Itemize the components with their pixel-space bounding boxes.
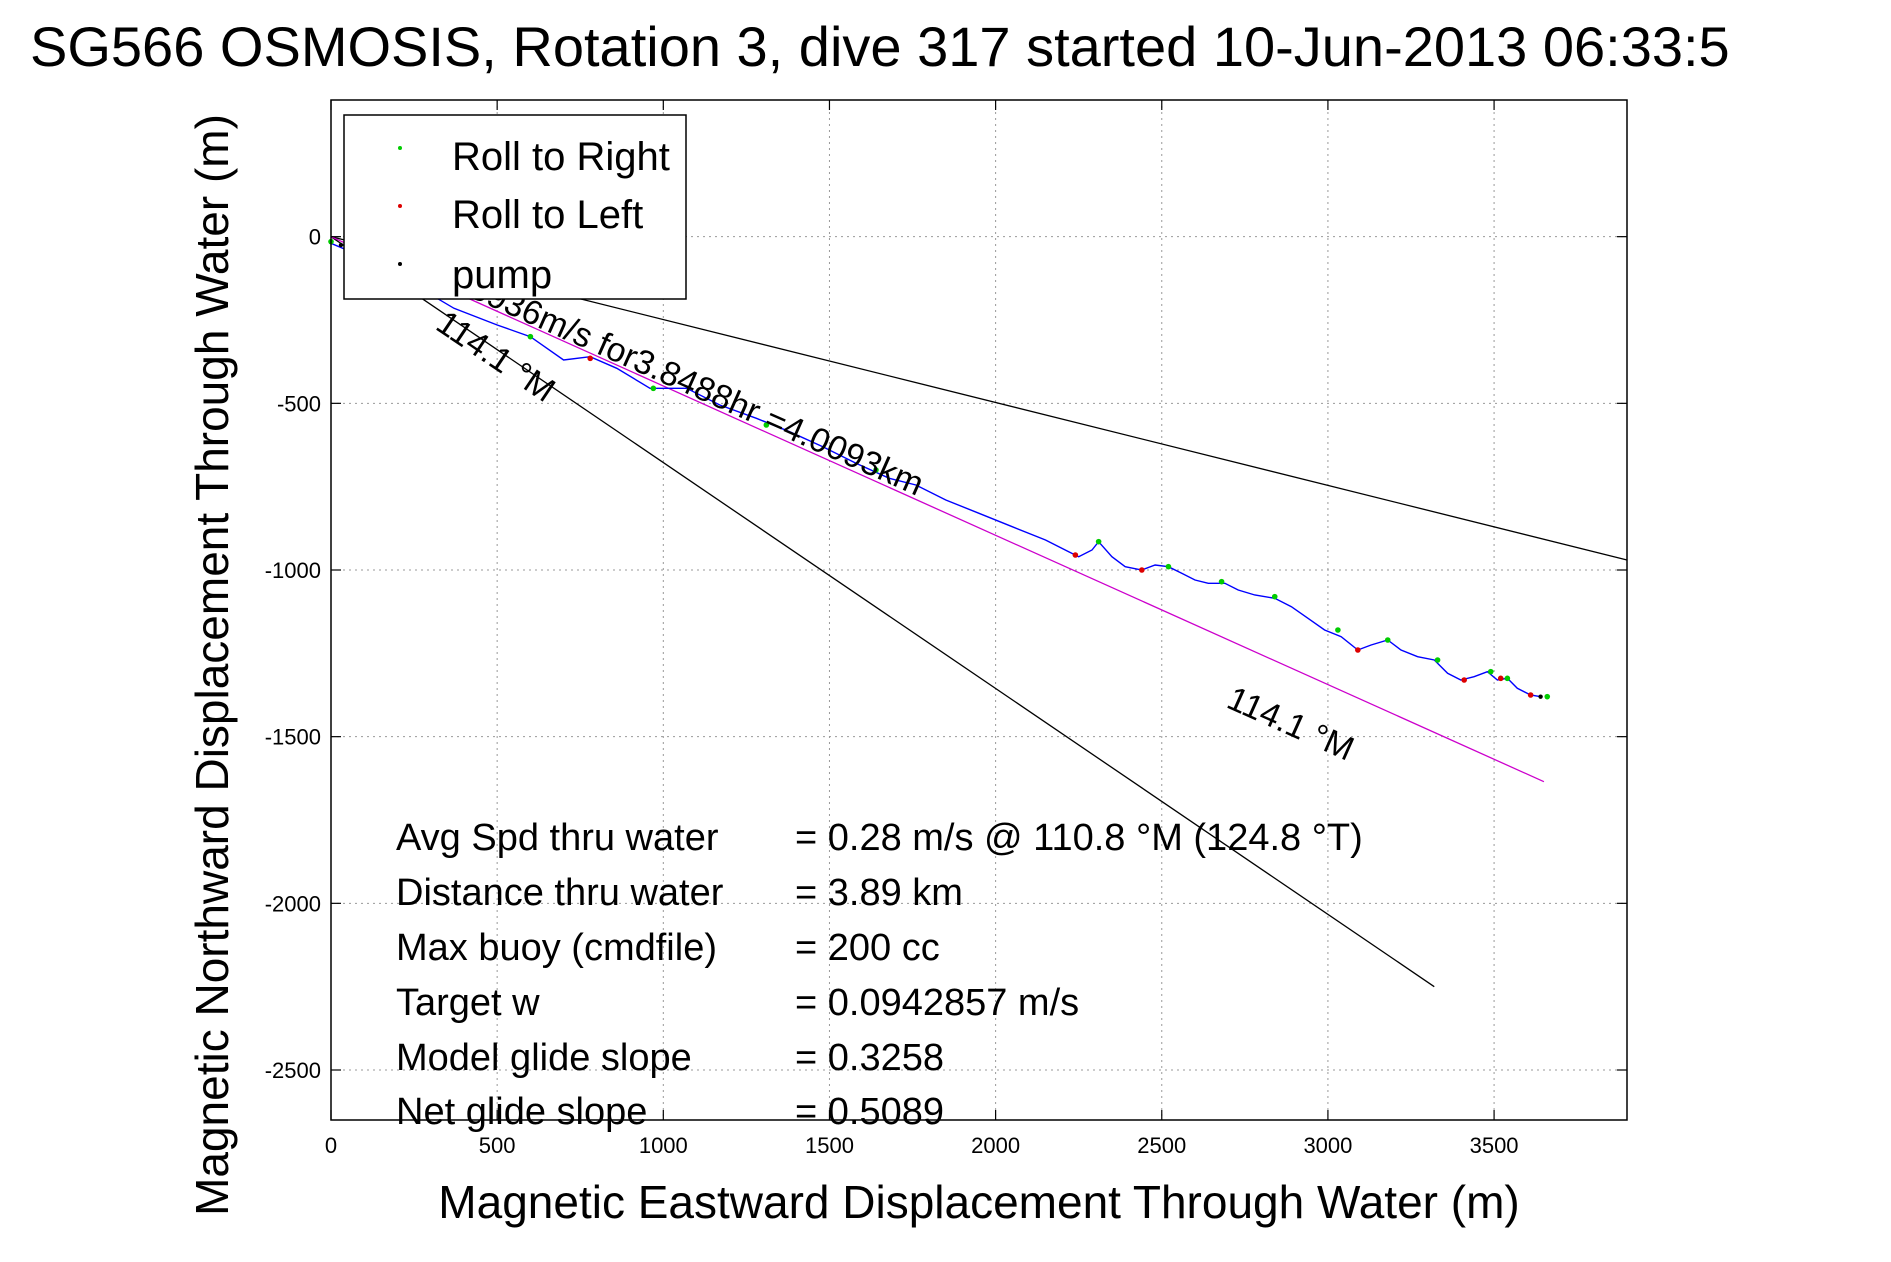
reference-line bbox=[330, 236, 1545, 783]
roll-right-point bbox=[1487, 668, 1494, 675]
roll-right-point bbox=[763, 422, 770, 428]
roll-left-point bbox=[1527, 692, 1534, 698]
roll-right-point bbox=[1434, 657, 1441, 663]
y-tick-label: -2000 bbox=[265, 891, 321, 916]
dive-track bbox=[330, 242, 1541, 698]
stat-label: Target w bbox=[396, 982, 540, 1024]
stat-label: Max buoy (cmdfile) bbox=[396, 927, 717, 969]
track-line bbox=[330, 242, 1541, 698]
stat-value: = 0.28 m/s @ 110.8 °M (124.8 °T) bbox=[795, 817, 1363, 859]
roll-right-point bbox=[527, 333, 534, 340]
legend: Roll to Right Roll to Left pump bbox=[343, 114, 687, 300]
x-tick-label: 1000 bbox=[639, 1133, 688, 1158]
roll-left-point bbox=[1139, 567, 1145, 573]
stat-value: = 0.3258 bbox=[795, 1037, 944, 1079]
plot-frame bbox=[330, 99, 1628, 1121]
roll-right-point bbox=[650, 385, 657, 392]
y-tick-label: 0 bbox=[309, 225, 321, 250]
legend-marker-roll-left bbox=[398, 204, 402, 208]
roll-right-point bbox=[1271, 593, 1278, 600]
x-tick-label: 0 bbox=[325, 1133, 337, 1158]
x-tick-label: 3500 bbox=[1470, 1133, 1519, 1158]
roll-left-point bbox=[1355, 647, 1361, 653]
roll-left-point bbox=[1072, 552, 1079, 558]
y-tick-label: -1000 bbox=[265, 558, 321, 583]
legend-label-roll-left: Roll to Left bbox=[452, 193, 643, 237]
axis-ticks: 0 500 1000 1500 2000 2500 3000 3500 0 -500 -1000 -1… bbox=[265, 100, 1627, 1158]
roll-left-point bbox=[1461, 677, 1467, 683]
stat-label: Model glide slope bbox=[396, 1037, 692, 1079]
y-tick-label: -500 bbox=[277, 391, 321, 416]
stat-label: Avg Spd thru water bbox=[396, 817, 719, 859]
roll-left-point bbox=[587, 355, 593, 362]
stat-value: = 0.0942857 m/s bbox=[795, 982, 1079, 1024]
reference-line bbox=[330, 236, 1435, 988]
roll-right-point bbox=[1335, 627, 1341, 633]
chart-title: SG566 OSMOSIS, Rotation 3, dive 317 star… bbox=[30, 15, 1730, 78]
roll-right-point bbox=[1095, 538, 1102, 545]
roll-right-point bbox=[1384, 637, 1391, 643]
y-tick-label: -2500 bbox=[265, 1058, 321, 1083]
legend-label-pump: pump bbox=[452, 253, 552, 297]
stat-label: Distance thru water bbox=[396, 872, 724, 914]
x-tick-label: 2500 bbox=[1137, 1133, 1186, 1158]
x-tick-label: 1500 bbox=[805, 1133, 854, 1158]
legend-label-roll-right: Roll to Right bbox=[452, 135, 670, 179]
roll-left-point bbox=[1497, 675, 1504, 682]
stat-value: = 200 cc bbox=[795, 927, 940, 969]
x-axis-label: Magnetic Eastward Displacement Through W… bbox=[438, 1176, 1519, 1228]
roll-right-point bbox=[1218, 578, 1225, 585]
x-tick-label: 500 bbox=[479, 1133, 516, 1158]
y-tick-label: -1500 bbox=[265, 725, 321, 750]
legend-marker-pump bbox=[398, 262, 402, 266]
legend-marker-roll-right bbox=[398, 146, 402, 150]
annotation-heading2: 114.1 °M bbox=[1222, 679, 1360, 768]
pump-point bbox=[338, 242, 344, 248]
stat-value: = 0.5089 bbox=[795, 1091, 944, 1133]
roll-right-point bbox=[1165, 563, 1172, 570]
x-tick-label: 3000 bbox=[1303, 1133, 1352, 1158]
x-tick-label: 2000 bbox=[971, 1133, 1020, 1158]
stat-label: Net glide slope bbox=[396, 1091, 647, 1133]
roll-right-point bbox=[873, 467, 879, 473]
roll-right-point bbox=[1544, 693, 1551, 700]
stats-block: Avg Spd thru water = 0.28 m/s @ 110.8 °M… bbox=[396, 817, 1363, 1133]
roll-right-point bbox=[1504, 675, 1511, 682]
pump-point bbox=[1538, 694, 1543, 699]
stat-value: = 3.89 km bbox=[795, 872, 963, 914]
y-axis-label: Magnetic Northward Displacement Through … bbox=[186, 114, 238, 1216]
